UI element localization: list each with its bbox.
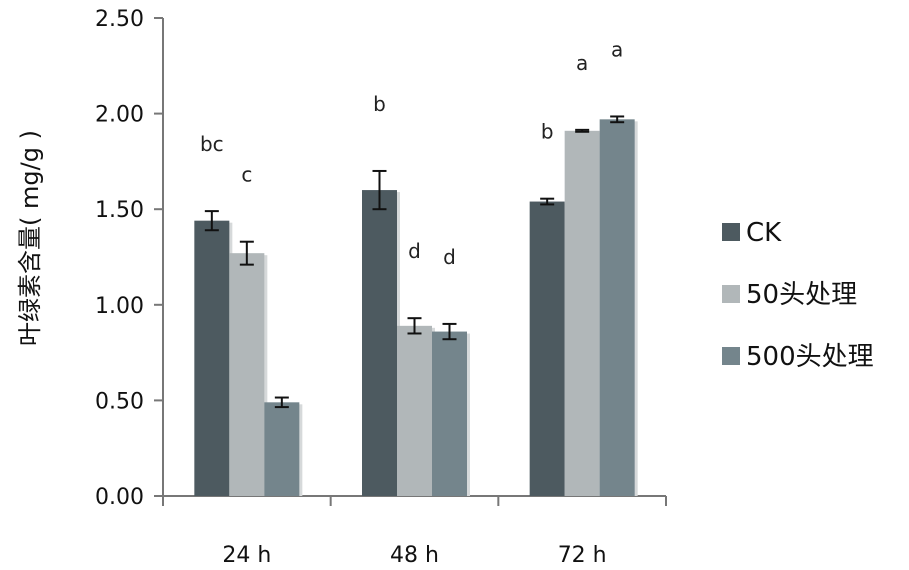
y-tick-label: 1.00 [95,294,144,319]
legend-label: 500头处理 [746,342,874,372]
y-tick-label: 2.00 [95,103,144,128]
significance-label: bc [200,132,224,156]
legend-swatch [722,223,740,241]
bars-group: bcc b d d b aa [194,37,638,497]
x-axis: 24 h 48 h 72 h [162,495,667,568]
y-tick-label: 0.00 [95,485,144,510]
significance-label: b [541,120,554,144]
bar [362,190,397,496]
y-tick-label: 1.50 [95,198,144,223]
significance-label: d [408,239,421,263]
significance-label: b [373,92,386,116]
significance-label: a [611,37,623,61]
x-tick-label: 48 h [390,543,439,568]
x-tick-label: 24 h [222,543,271,568]
legend-swatch [722,285,740,303]
bar [194,220,230,496]
legend-swatch [722,347,740,365]
y-tick-label: 0.50 [95,389,144,414]
significance-label: d [443,245,456,269]
y-tick-label: 2.50 [95,7,144,32]
legend: CK 50头处理 500头处理 [722,218,874,372]
bar [264,402,300,496]
bar [229,253,265,496]
significance-label: a [576,51,588,75]
bar [432,331,467,496]
y-axis: 0.00 0.50 1.00 1.50 2.00 2.50 [95,7,164,510]
legend-label: CK [746,218,782,248]
y-axis-label: 叶绿素含量( mg/g ) [16,130,44,346]
bar [397,325,432,496]
bar [564,130,600,497]
significance-label: c [241,163,252,187]
x-tick-label: 72 h [558,543,607,568]
bar [529,201,565,496]
legend-label: 50头处理 [746,280,857,310]
bar [599,119,635,496]
